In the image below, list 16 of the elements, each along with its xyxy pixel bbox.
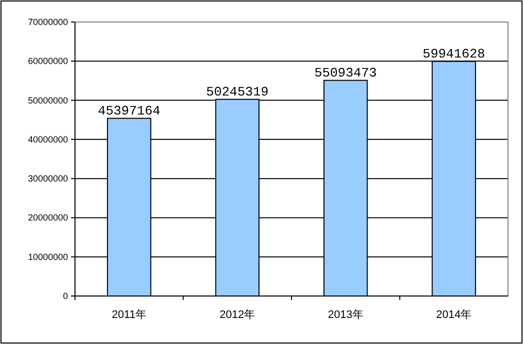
x-tick-label: 2014年 bbox=[436, 309, 472, 321]
data-label: 45397164 bbox=[98, 103, 161, 118]
y-tick-label: 0 bbox=[62, 291, 68, 301]
x-tick-label: 2011年 bbox=[112, 309, 146, 321]
x-tick-label: 2012年 bbox=[220, 309, 256, 321]
data-label: 59941628 bbox=[422, 46, 486, 62]
y-tick-label: 60000000 bbox=[28, 56, 68, 66]
data-label: 50245319 bbox=[206, 84, 269, 100]
y-tick-label: 40000000 bbox=[28, 134, 68, 144]
y-tick-label: 30000000 bbox=[28, 174, 68, 184]
y-tick-label: 50000000 bbox=[28, 95, 68, 106]
y-tick-label: 20000000 bbox=[28, 212, 68, 223]
data-label: 55093473 bbox=[314, 65, 377, 80]
y-tick-label: 10000000 bbox=[28, 252, 68, 262]
x-tick-label: 2013年 bbox=[328, 309, 364, 321]
y-tick-label: 70000000 bbox=[28, 17, 68, 27]
